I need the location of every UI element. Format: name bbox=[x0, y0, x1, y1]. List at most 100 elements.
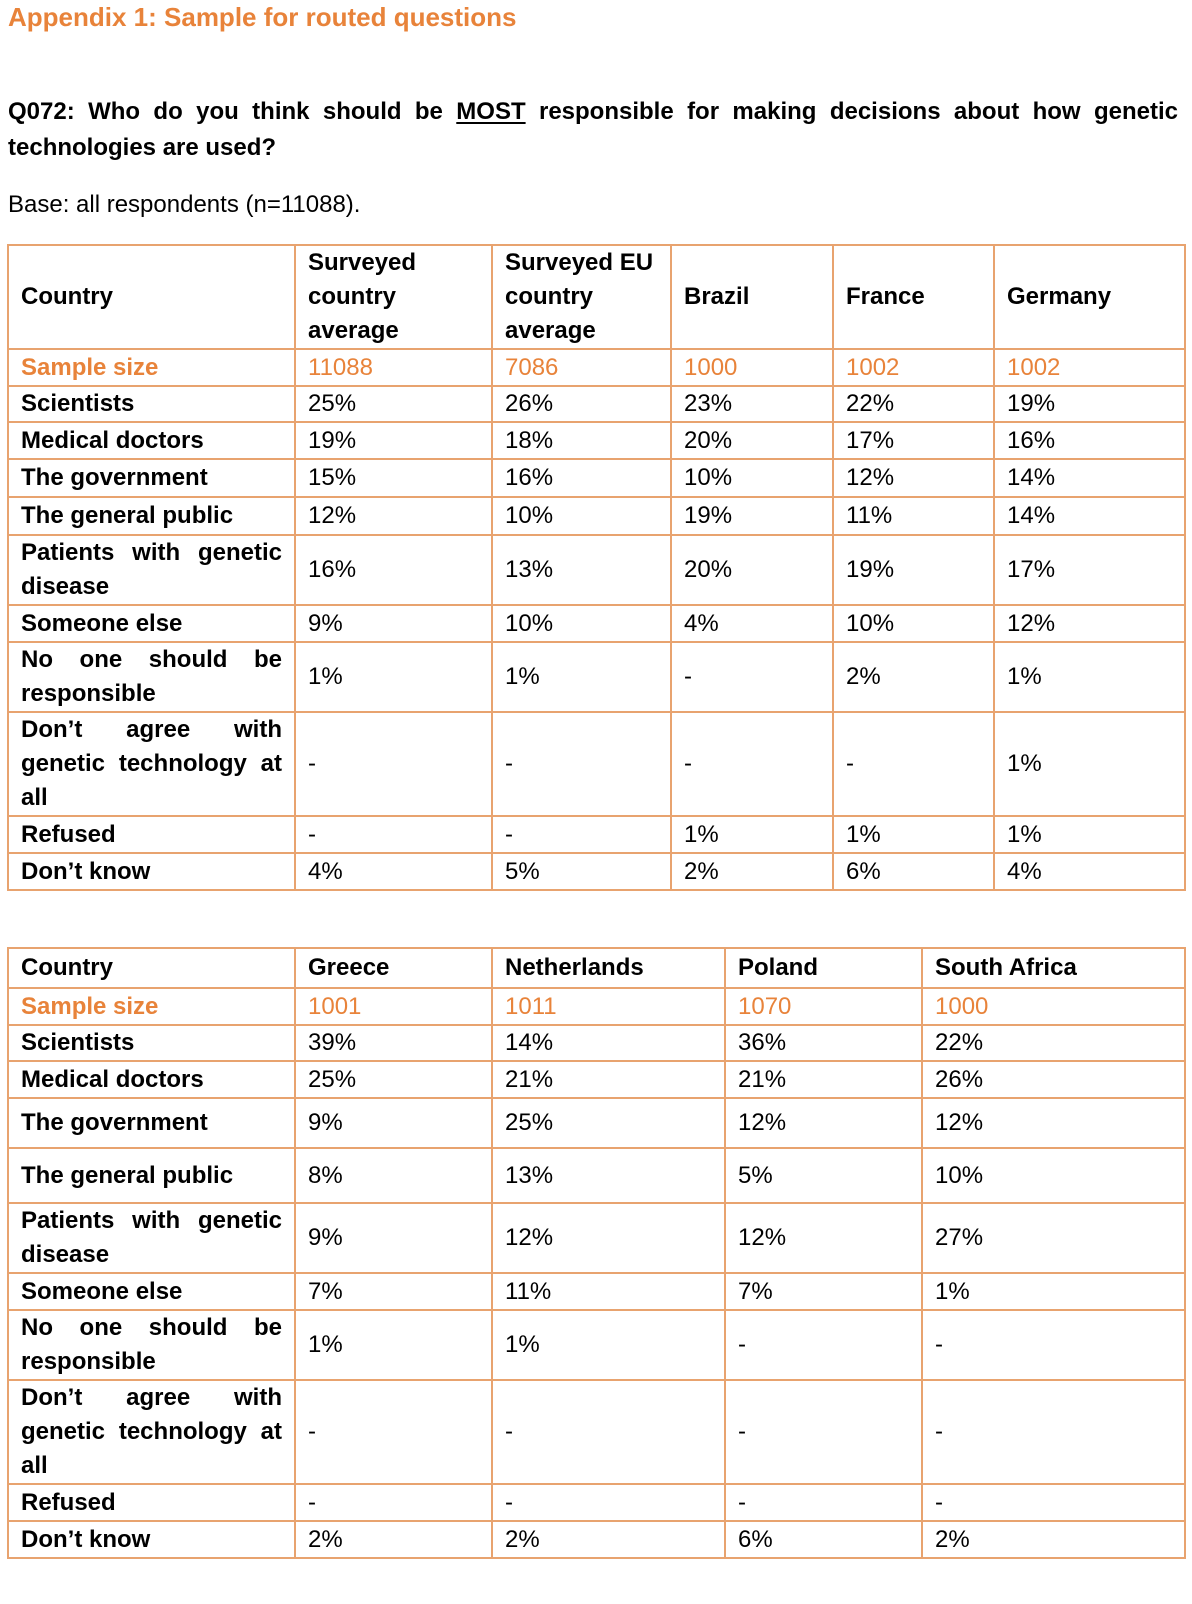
table-cell: 2% bbox=[670, 852, 834, 891]
table-cell: 10% bbox=[832, 604, 995, 643]
table-cell: 10% bbox=[491, 496, 672, 536]
row-label: Refused bbox=[7, 1483, 296, 1522]
table-cell: 8% bbox=[294, 1147, 493, 1204]
table-row: Don’t know 4% 5% 2% 6% 4% bbox=[7, 852, 1186, 891]
table-cell: - bbox=[491, 1483, 726, 1522]
table-cell: 14% bbox=[993, 458, 1186, 498]
table-row: Medical doctors 19% 18% 20% 17% 16% bbox=[7, 421, 1186, 460]
table-cell: - bbox=[670, 641, 834, 713]
table-cell: 1% bbox=[993, 641, 1186, 713]
column-header: France bbox=[832, 244, 995, 350]
table-cell: 25% bbox=[491, 1097, 726, 1149]
row-label: Sample size bbox=[7, 348, 296, 387]
table-cell: 12% bbox=[921, 1097, 1186, 1149]
table-cell: 13% bbox=[491, 534, 672, 606]
row-label: Don’t know bbox=[7, 1520, 296, 1559]
table-cell: 16% bbox=[294, 534, 493, 606]
table-cell: 2% bbox=[921, 1520, 1186, 1559]
row-label: Don’t know bbox=[7, 852, 296, 891]
table-cell: 12% bbox=[724, 1097, 923, 1149]
table-row: Patients with genetic disease 9% 12% 12%… bbox=[7, 1202, 1186, 1274]
table-cell: 12% bbox=[724, 1202, 923, 1274]
row-label: Someone else bbox=[7, 1272, 296, 1311]
table-cell: 1070 bbox=[724, 987, 923, 1026]
table-cell: 14% bbox=[993, 496, 1186, 536]
table-cell: 5% bbox=[491, 852, 672, 891]
table-cell: 26% bbox=[491, 385, 672, 423]
table-cell: 16% bbox=[993, 421, 1186, 460]
table-cell: 19% bbox=[294, 421, 493, 460]
table-cell: 7% bbox=[724, 1272, 923, 1311]
table-cell: 1% bbox=[993, 711, 1186, 817]
base-note: Base: all respondents (n=11088). bbox=[8, 191, 361, 218]
row-label: The government bbox=[7, 1097, 296, 1149]
table-cell: 27% bbox=[921, 1202, 1186, 1274]
table-row: The general public 8% 13% 5% 10% bbox=[7, 1147, 1186, 1204]
table-cell: 26% bbox=[921, 1060, 1186, 1099]
table-cell: 1002 bbox=[832, 348, 995, 387]
row-label: Patients with genetic disease bbox=[7, 1202, 296, 1274]
table-row: The government 15% 16% 10% 12% 14% bbox=[7, 458, 1186, 498]
row-label: No one should be responsible bbox=[7, 1309, 296, 1381]
row-label: The general public bbox=[7, 1147, 296, 1204]
table-cell: 2% bbox=[491, 1520, 726, 1559]
question-suffix: responsible for making decisions about h… bbox=[8, 98, 1178, 161]
table-cell: 1% bbox=[294, 641, 493, 713]
table-cell: 1% bbox=[491, 1309, 726, 1381]
table-row: Scientists 39% 14% 36% 22% bbox=[7, 1024, 1186, 1062]
table-row: No one should be responsible 1% 1% - - bbox=[7, 1309, 1186, 1381]
table-cell: 12% bbox=[832, 458, 995, 498]
table-cell: - bbox=[921, 1483, 1186, 1522]
table-cell: 19% bbox=[832, 534, 995, 606]
row-label: Someone else bbox=[7, 604, 296, 643]
column-header: Germany bbox=[993, 244, 1186, 350]
table-cell: - bbox=[294, 711, 493, 817]
table-cell: - bbox=[294, 815, 493, 854]
table-header-row: Country Surveyed country average Surveye… bbox=[7, 244, 1186, 350]
table-cell: 22% bbox=[921, 1024, 1186, 1062]
table-cell: - bbox=[294, 1483, 493, 1522]
table-cell: 1% bbox=[921, 1272, 1186, 1311]
table-cell: 1000 bbox=[921, 987, 1186, 1026]
table-cell: 2% bbox=[832, 641, 995, 713]
table-cell: - bbox=[491, 711, 672, 817]
table-cell: 6% bbox=[832, 852, 995, 891]
table-cell: 1% bbox=[993, 815, 1186, 854]
table-cell: 11% bbox=[832, 496, 995, 536]
question-prefix: Q072: Who do you think should be bbox=[8, 98, 457, 125]
table-cell: 4% bbox=[294, 852, 493, 891]
table-cell: 25% bbox=[294, 1060, 493, 1099]
table-cell: 2% bbox=[294, 1520, 493, 1559]
table-cell: 1% bbox=[294, 1309, 493, 1381]
table-row: Don’t agree with genetic technology at a… bbox=[7, 1379, 1186, 1485]
table-cell: 17% bbox=[993, 534, 1186, 606]
column-header: Netherlands bbox=[491, 947, 726, 989]
table-cell: 12% bbox=[294, 496, 493, 536]
appendix-title: Appendix 1: Sample for routed questions bbox=[8, 2, 517, 32]
table-cell: 1011 bbox=[491, 987, 726, 1026]
column-header: Surveyed country average bbox=[294, 244, 493, 350]
table-row: Don’t know 2% 2% 6% 2% bbox=[7, 1520, 1186, 1559]
results-table-1: Country Surveyed country average Surveye… bbox=[7, 244, 1186, 891]
table-cell: 13% bbox=[491, 1147, 726, 1204]
table-cell: - bbox=[832, 711, 995, 817]
column-header: South Africa bbox=[921, 947, 1186, 989]
table-row: The general public 12% 10% 19% 11% 14% bbox=[7, 496, 1186, 536]
column-header: Greece bbox=[294, 947, 493, 989]
table-cell: 17% bbox=[832, 421, 995, 460]
table-cell: 4% bbox=[993, 852, 1186, 891]
table-cell: 1000 bbox=[670, 348, 834, 387]
table-cell: 21% bbox=[491, 1060, 726, 1099]
table-cell: 10% bbox=[491, 604, 672, 643]
table-row: Scientists 25% 26% 23% 22% 19% bbox=[7, 385, 1186, 423]
table-cell: - bbox=[724, 1309, 923, 1381]
table-cell: 9% bbox=[294, 1097, 493, 1149]
table-cell: 19% bbox=[670, 496, 834, 536]
table-header-row: Country Greece Netherlands Poland South … bbox=[7, 947, 1186, 989]
row-label: Medical doctors bbox=[7, 421, 296, 460]
row-label: Don’t agree with genetic technology at a… bbox=[7, 711, 296, 817]
table-cell: 9% bbox=[294, 604, 493, 643]
table-row: The government 9% 25% 12% 12% bbox=[7, 1097, 1186, 1149]
table-cell: - bbox=[921, 1379, 1186, 1485]
